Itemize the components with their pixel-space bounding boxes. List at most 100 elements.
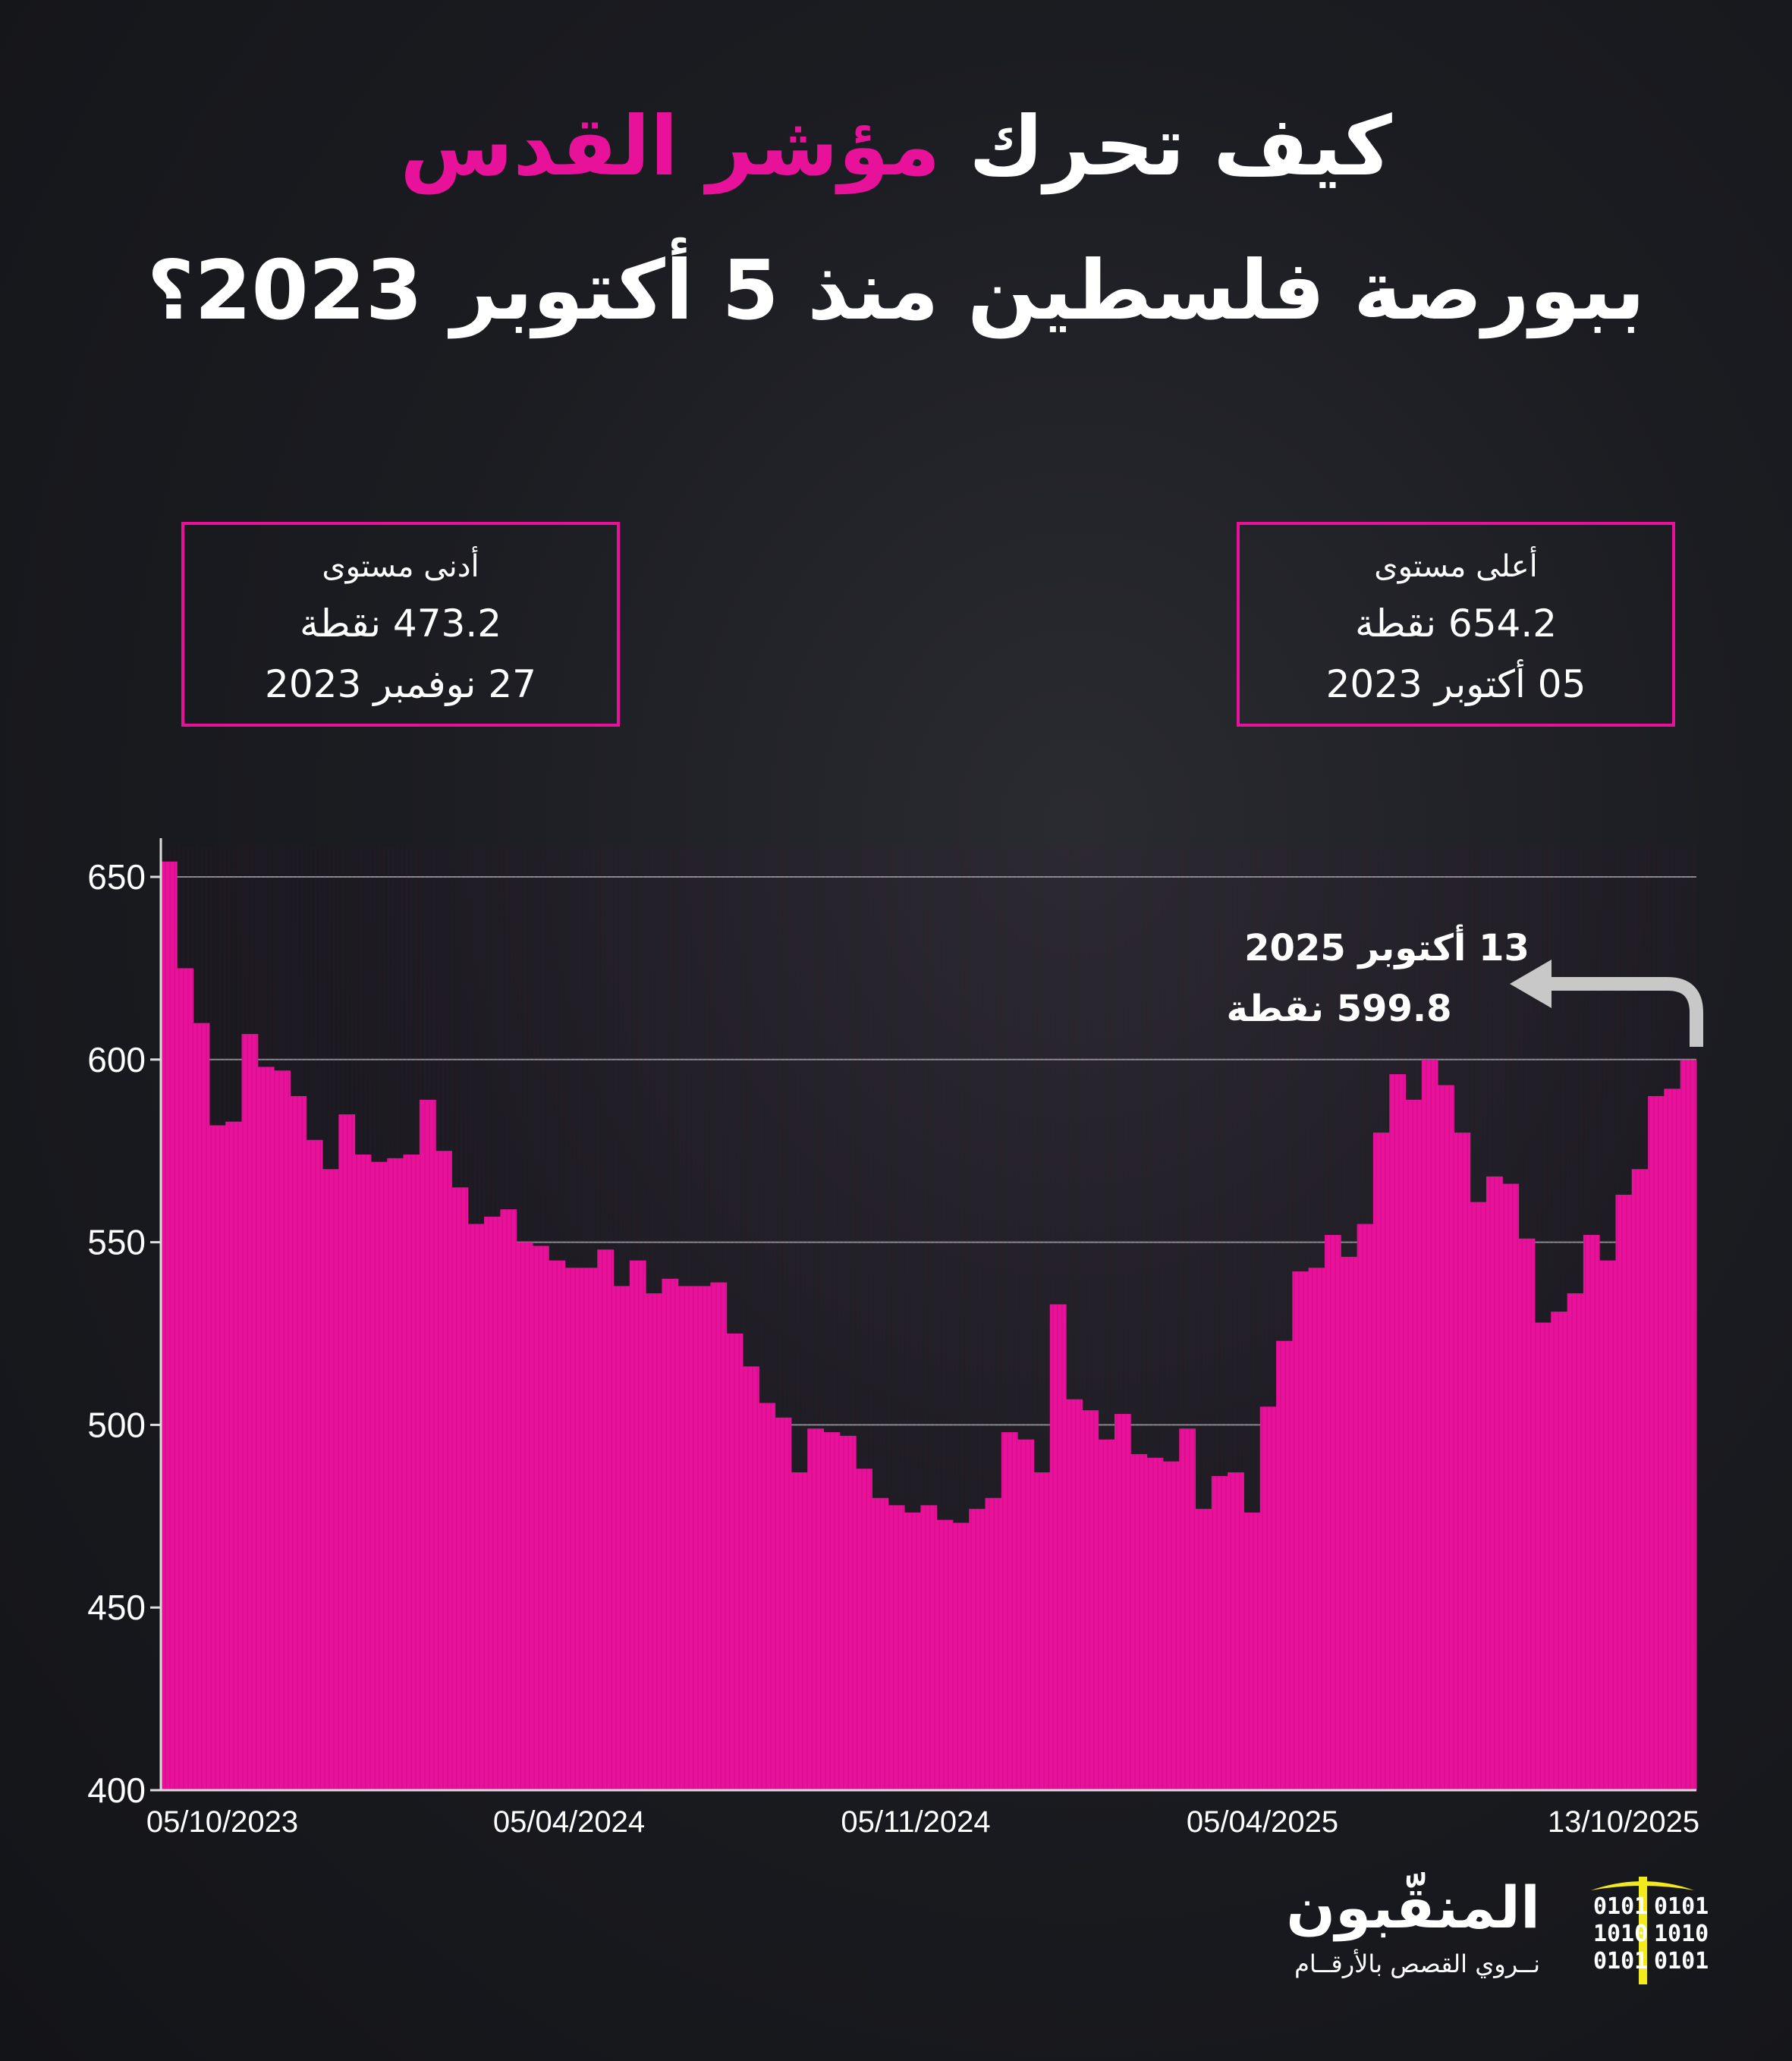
bar (1033, 1472, 1051, 1790)
bar (1017, 1439, 1034, 1790)
bar (1534, 1322, 1551, 1790)
bar (1292, 1271, 1309, 1790)
bar (629, 1260, 646, 1790)
bar (1114, 1413, 1131, 1790)
bar (1599, 1260, 1616, 1790)
annotation-date: 13 أكتوبر 2025 (1244, 927, 1529, 969)
x-tick-label: 05/04/2024 (493, 1805, 645, 1839)
logo-binary-right: 0101 1010 0101 (1654, 1893, 1709, 1975)
bar (419, 1099, 436, 1790)
bar (306, 1139, 323, 1790)
bar (241, 1034, 259, 1790)
bar (1357, 1224, 1374, 1790)
bar (856, 1469, 872, 1790)
bar (1648, 1095, 1665, 1790)
bar (370, 1161, 388, 1790)
bar (1615, 1194, 1633, 1790)
bar (1341, 1256, 1358, 1790)
bar (1308, 1268, 1325, 1790)
bar (533, 1246, 549, 1790)
bar (1276, 1340, 1293, 1790)
x-tick-label: 05/11/2024 (841, 1805, 990, 1839)
y-tick-label: 550 (87, 1223, 146, 1262)
bar (451, 1187, 469, 1790)
bar (193, 1023, 210, 1790)
min-label: أدنى مستوى (322, 549, 479, 584)
bar (516, 1242, 533, 1790)
bar (1195, 1509, 1212, 1790)
bar (1421, 1059, 1438, 1790)
bar (1438, 1085, 1454, 1790)
bar (775, 1417, 792, 1790)
max-label: أعلى مستوى (1374, 549, 1538, 584)
bar (1179, 1428, 1196, 1790)
bar (1486, 1176, 1503, 1790)
bar (791, 1472, 808, 1790)
bar (646, 1293, 662, 1790)
bar (322, 1169, 339, 1790)
bar (1243, 1512, 1261, 1790)
logo-binary-left: 0101 1010 0101 (1593, 1893, 1649, 1975)
bar (274, 1070, 291, 1790)
bar (387, 1158, 404, 1790)
bar (678, 1286, 695, 1790)
bar (936, 1519, 954, 1790)
bar (1631, 1169, 1649, 1790)
bar (1502, 1183, 1520, 1790)
bar (1389, 1074, 1407, 1790)
bar (1211, 1475, 1228, 1790)
bar (952, 1522, 970, 1790)
bar (549, 1260, 566, 1790)
arrow-head-icon (1510, 960, 1551, 1008)
bar (177, 968, 194, 1790)
bar (257, 1067, 275, 1790)
pickaxe-icon (1591, 1877, 1694, 1984)
bar (564, 1268, 582, 1790)
bar (1049, 1304, 1067, 1790)
bar (484, 1216, 501, 1790)
bar (1680, 1060, 1697, 1790)
bar (1066, 1399, 1083, 1790)
bar (1098, 1439, 1115, 1790)
bar (580, 1268, 598, 1790)
bar (1162, 1461, 1180, 1790)
bar (225, 1121, 243, 1790)
title-highlight: مؤشر القدس (400, 99, 941, 194)
bar (1583, 1234, 1600, 1790)
bar (742, 1366, 759, 1790)
bar (1324, 1234, 1341, 1790)
x-tick-label: 13/10/2025 (1548, 1805, 1699, 1839)
x-tick-label: 05/10/2023 (146, 1805, 298, 1839)
bar (1259, 1406, 1277, 1790)
bar (823, 1432, 841, 1790)
bar (888, 1505, 905, 1790)
bar (694, 1286, 711, 1790)
bar (1470, 1202, 1487, 1790)
bar (1130, 1453, 1148, 1790)
bar (1405, 1099, 1423, 1790)
bar (807, 1428, 825, 1790)
bar (726, 1334, 744, 1790)
bar (1567, 1293, 1584, 1790)
y-tick-label: 600 (87, 1040, 146, 1079)
bar (435, 1151, 452, 1790)
logo-tagline: نــروي القصص بالأرقــام (1294, 1949, 1540, 1978)
bar (597, 1249, 615, 1790)
bar (1372, 1133, 1390, 1790)
title-line-1: كيف تحرك مؤشر القدس (0, 106, 1792, 188)
annotation-value: 599.8 نقطة (1226, 988, 1452, 1030)
bar (161, 861, 178, 1790)
bar (403, 1155, 420, 1790)
bar (1518, 1238, 1536, 1790)
bar (872, 1497, 889, 1790)
bar (759, 1403, 776, 1790)
bar (920, 1505, 938, 1790)
min-value: 473.2 نقطة (299, 602, 502, 646)
brand-logo: المنقّبون نــروي القصص بالأرقــام 0101 10… (1286, 1874, 1709, 1987)
title-prefix: كيف تحرك (940, 99, 1392, 194)
bar (209, 1125, 226, 1790)
bar (839, 1435, 857, 1790)
max-date: 05 أكتوبر 2023 (1325, 662, 1586, 706)
bar (500, 1209, 517, 1790)
